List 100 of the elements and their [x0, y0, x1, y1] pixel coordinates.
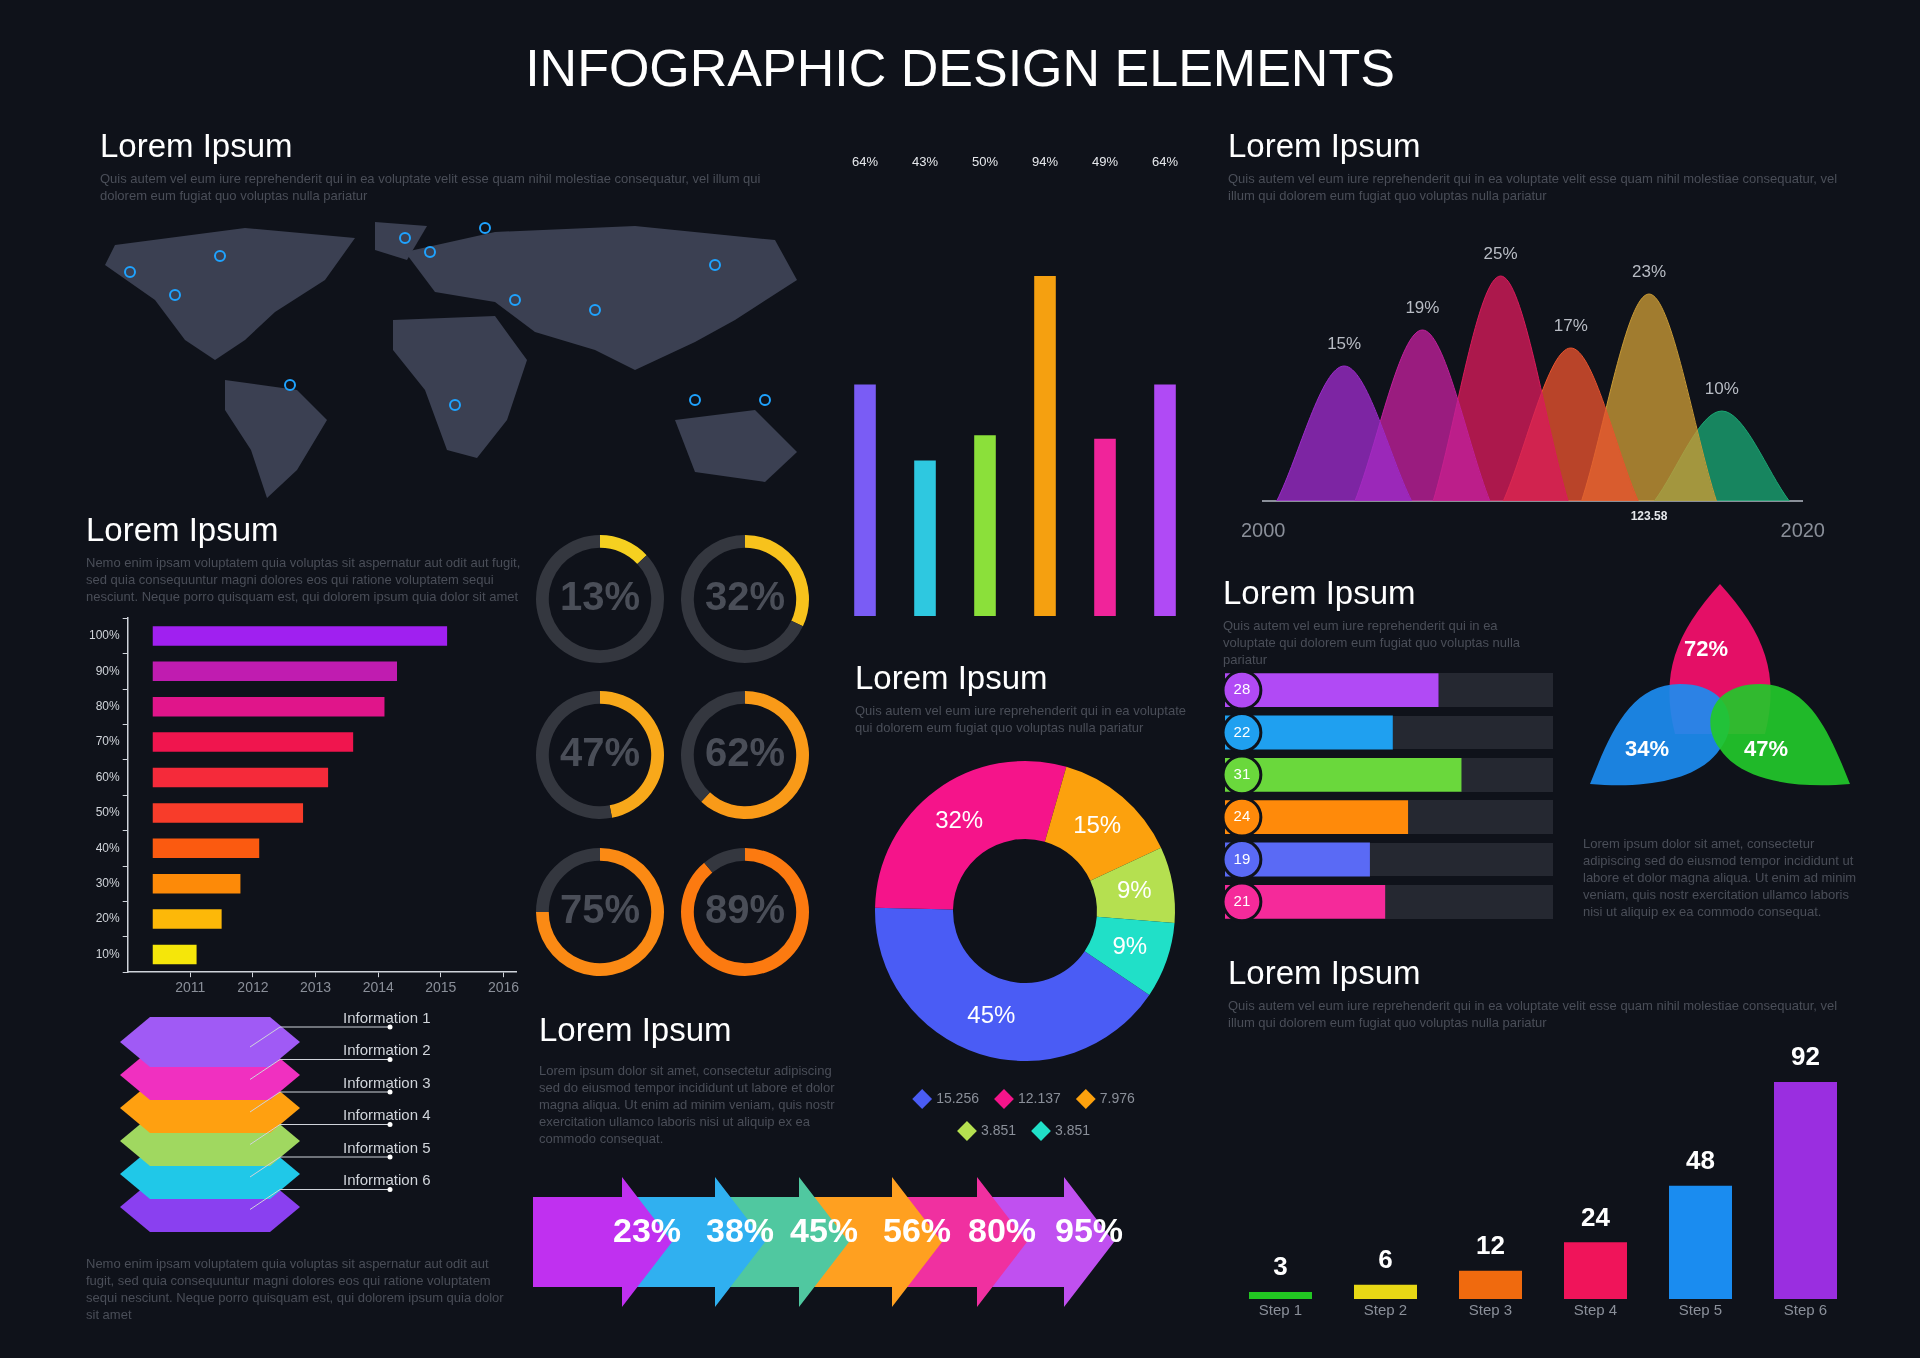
legend-label: 7.976 — [1099, 1089, 1136, 1106]
text: 34% — [1625, 736, 1670, 761]
x-tick-label: 2011 — [175, 979, 206, 996]
text: 123.58 — [1630, 509, 1668, 524]
data-label: 19% — [1405, 297, 1440, 317]
bar — [1154, 384, 1176, 616]
x-tick-label: 2012 — [237, 979, 269, 996]
x-tick-label: Step 4 — [1573, 1301, 1618, 1319]
x-tick-label: Step 6 — [1783, 1301, 1828, 1319]
text: 32% — [704, 574, 786, 619]
data-label: 45% — [967, 1001, 1016, 1029]
x-tick-label: Step 5 — [1678, 1301, 1723, 1319]
y-tick-label: 20% — [95, 911, 121, 926]
data-label: 28 — [1233, 680, 1251, 698]
bar — [152, 873, 241, 894]
data-label: 22 — [1233, 722, 1251, 740]
legend-label: 3.851 — [1055, 1121, 1091, 1138]
bar — [152, 838, 260, 859]
x-tick-label: Step 2 — [1363, 1301, 1408, 1319]
bar — [1564, 1242, 1627, 1299]
y-tick-label: 70% — [95, 734, 121, 749]
data-label: 24 — [1581, 1201, 1611, 1232]
y-tick-label: 60% — [95, 769, 121, 784]
data-label: 12 — [1476, 1229, 1505, 1260]
bar — [152, 626, 448, 646]
data-label: 64% — [1151, 153, 1179, 169]
data-label: 92 — [1791, 1041, 1820, 1072]
y-tick-label: 30% — [95, 876, 121, 891]
bar — [152, 944, 197, 965]
bar — [152, 803, 304, 823]
y-tick-label: 100% — [88, 628, 121, 643]
x-tick-label: 2016 — [487, 979, 520, 996]
y-tick-label: 80% — [95, 699, 121, 714]
text: Lorem Ipsum — [539, 1011, 732, 1048]
data-label: 9% — [1116, 876, 1152, 903]
text: Lorem ipsum dolor sit amet, consectetur adipiscing sed do eiusmod tempor incididunt ut labore et dolor magna aliqua. Ut enim ad minim veniam, quis nostr exercitation ullamco laboris nisi ut aliquip ex ea commodo consequat. — [1583, 835, 1858, 920]
text: 62% — [704, 730, 786, 775]
text: Lorem Ipsum — [100, 126, 294, 166]
data-label: 6 — [1378, 1244, 1393, 1275]
y-tick-label: 10% — [95, 946, 121, 961]
bar — [1249, 1291, 1312, 1299]
text: Nemo enim ipsam voluptatem quia voluptas sit aspernatur aut odit aut fugit, sed quia consequuntur magni dolores eos qui ratione voluptatem sequi nesciunt. Neque porro quisquam est, qui dolorem ipsum quia dolor sit amet — [86, 1255, 505, 1323]
text: Lorem ipsum dolor sit amet, consectetur adipiscing sed do eiusmod tempor incididunt ut labore et dolor magna aliqua. Ut enim ad minim veniam, quis nostr exercitation ullamco laboris nisi ut aliquip ex ea commodo consequat. — [539, 1062, 836, 1147]
bar — [854, 384, 876, 616]
data-label: 15% — [1327, 333, 1362, 353]
bar — [152, 696, 385, 717]
bar — [1774, 1081, 1837, 1299]
bar — [974, 435, 996, 616]
data-label: 24 — [1233, 807, 1251, 825]
y-tick-label: 50% — [95, 805, 121, 820]
data-label: 43% — [911, 153, 939, 169]
bar — [152, 767, 329, 788]
bar — [1354, 1284, 1417, 1299]
x-tick-label: 2014 — [362, 979, 394, 996]
y-tick-label: 90% — [95, 663, 121, 678]
x-tick-label: 2013 — [300, 979, 332, 996]
x-tick-label: Step 3 — [1468, 1301, 1513, 1319]
text: 72% — [1684, 636, 1729, 661]
bar — [152, 661, 397, 682]
text: 47% — [559, 730, 641, 775]
chart-title: Lorem Ipsum — [1223, 573, 1417, 613]
chart-title: Lorem Ipsum — [86, 510, 280, 550]
y-tick-label: 40% — [95, 840, 121, 855]
legend-label: 15.256 — [936, 1089, 980, 1106]
bar — [914, 460, 936, 616]
data-label: 32% — [935, 806, 984, 834]
text: 13% — [559, 574, 641, 619]
data-label: 50% — [971, 153, 999, 169]
x-tick-label: 2015 — [425, 979, 457, 996]
data-label: 25% — [1483, 243, 1518, 263]
data-label: 94% — [1031, 153, 1059, 169]
chart-title: Lorem Ipsum — [1228, 126, 1422, 166]
data-label: 9% — [1112, 932, 1148, 960]
data-label: 10% — [1704, 378, 1739, 398]
data-label: 48 — [1686, 1144, 1715, 1175]
text: INFOGRAPHIC DESIGN ELEMENTS — [524, 38, 1396, 98]
data-label: 19 — [1233, 849, 1251, 867]
x-tick-label: 2020 — [1780, 518, 1825, 541]
chart-subtitle: Nemo enim ipsam voluptatem quia voluptas sit aspernatur aut odit aut fugit, sed quia consequuntur magni dolores eos qui ratione voluptatem sequi nesciunt. Neque porro quisquam est, qui dolorem ipsum quia dolor sit amet — [86, 554, 522, 605]
bar — [1459, 1270, 1522, 1299]
text: 75% — [559, 887, 641, 932]
data-label: 3 — [1273, 1251, 1288, 1282]
bar — [152, 909, 222, 929]
chart-title: Lorem Ipsum — [1228, 953, 1422, 993]
text: 89% — [704, 887, 786, 932]
bar — [1669, 1185, 1732, 1299]
data-label: 15% — [1073, 811, 1122, 839]
legend-label: 3.851 — [980, 1121, 1017, 1138]
data-label: 21 — [1233, 891, 1251, 909]
data-label: 23% — [1631, 261, 1667, 281]
text: 47% — [1744, 736, 1789, 761]
x-tick-label: Step 1 — [1258, 1301, 1303, 1319]
legend-label: 12.137 — [1017, 1089, 1062, 1106]
data-label: 64% — [851, 153, 879, 169]
data-label: 49% — [1091, 153, 1119, 169]
x-tick-label: 2000 — [1241, 518, 1286, 541]
data-label: 17% — [1553, 315, 1588, 335]
chart-title: Lorem Ipsum — [855, 658, 1049, 698]
bar — [1094, 438, 1116, 616]
data-label: 31 — [1233, 764, 1251, 782]
